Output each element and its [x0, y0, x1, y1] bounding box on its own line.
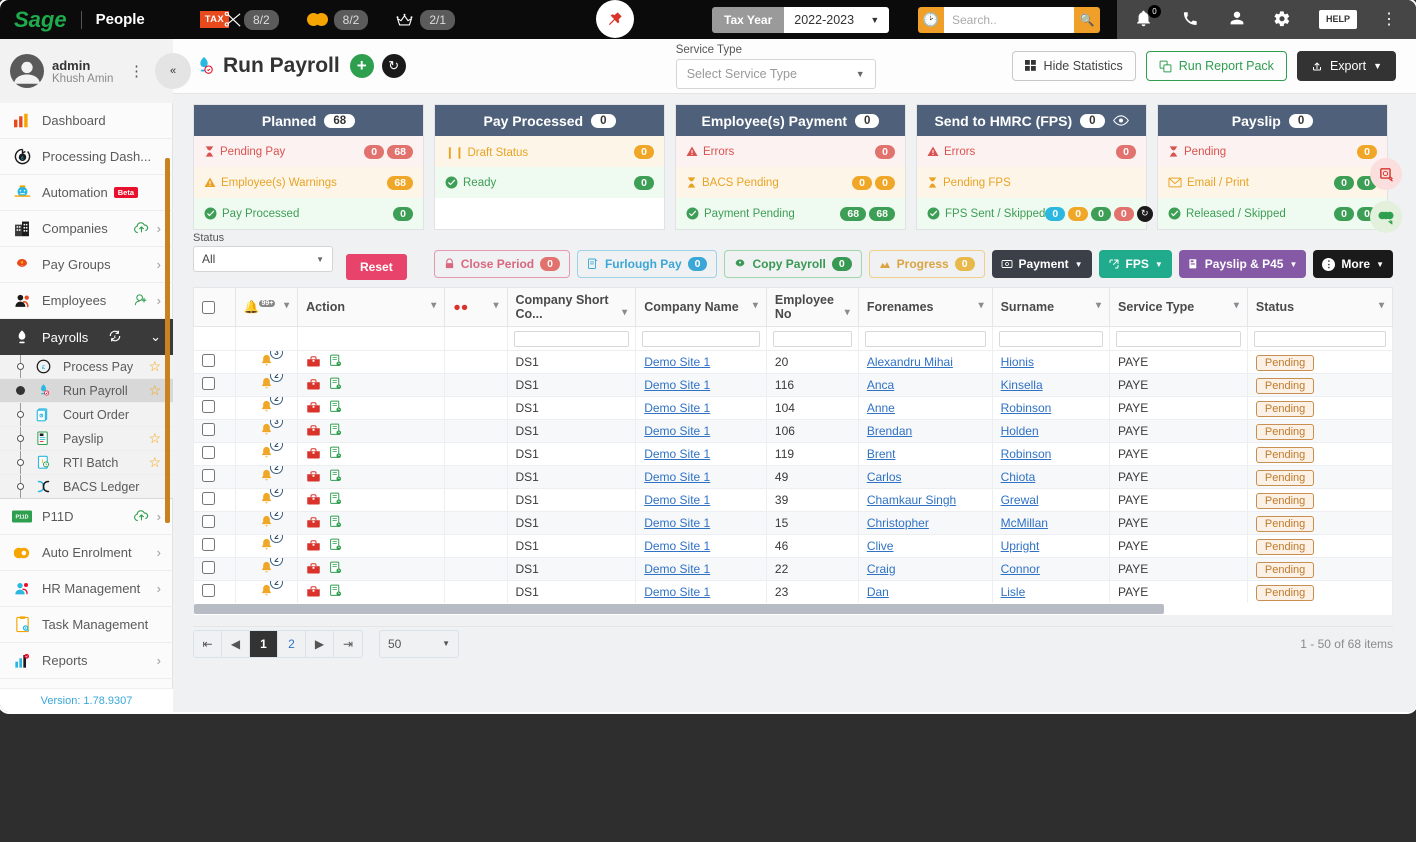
- svg-text:P11D: P11D: [15, 515, 28, 521]
- svg-text:£: £: [21, 155, 24, 160]
- svg-text:£: £: [41, 365, 45, 371]
- svg-text:24: 24: [1187, 12, 1193, 18]
- svg-text:£: £: [114, 334, 117, 339]
